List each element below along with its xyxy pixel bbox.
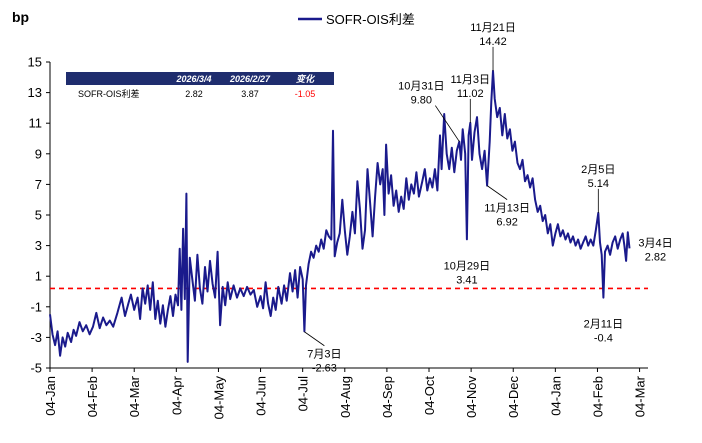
y-tick-label: 9 (35, 146, 42, 161)
annotation-label: 10月31日 (398, 81, 444, 93)
x-tick-label: 04-May (211, 376, 226, 420)
x-axis-ticks: 04-Jan 04-Feb 04-Mar 04-Apr 04-May 04-Jun 04-J… (43, 368, 648, 419)
table-row-label: SOFR-OIS利差 (78, 88, 140, 99)
y-tick-label: -1 (30, 299, 42, 314)
y-tick-label: 7 (35, 177, 42, 192)
annotation-label: -0.4 (594, 333, 613, 345)
x-tick-label: 04-Oct (422, 376, 437, 415)
y-unit-label: bp (12, 9, 29, 25)
axes (49, 62, 648, 369)
annotation-label: 3月4日 (638, 237, 672, 249)
table-cell-change: -1.05 (295, 89, 316, 99)
annotation-label: 3.41 (456, 274, 477, 286)
x-tick-label: 04-Dec (506, 376, 521, 418)
series-line-sofr-ois (49, 69, 631, 363)
x-tick-label: 04-Apr (169, 375, 184, 415)
annotation-label: 11月21日 (470, 22, 516, 34)
x-tick-label: 04-Jan (43, 376, 58, 416)
summary-table-header (66, 72, 334, 85)
x-tick-label: 04-Feb (85, 376, 100, 417)
y-tick-label: 5 (35, 208, 42, 223)
table-header-date2: 2026/2/27 (229, 74, 271, 84)
table-cell-value2: 3.87 (241, 89, 259, 99)
annotation-label: 14.42 (479, 36, 507, 48)
y-tick-label: 13 (28, 85, 42, 100)
table-header-date1: 2026/3/4 (175, 74, 211, 84)
table-header-change: 变化 (296, 74, 316, 84)
y-tick-label: 3 (35, 238, 42, 253)
annotation-label: 11月3日 (451, 74, 491, 86)
annotations: 7月3日 -2.63 10月29日 3.41 10月31日 9.80 11月3日 11.02 1… (304, 22, 673, 375)
y-tick-label: -3 (30, 330, 42, 345)
annotation-label: 9.80 (411, 95, 432, 107)
annotation-label: 2.82 (645, 251, 666, 263)
annotation-label: 7月3日 (307, 349, 341, 361)
y-tick-label: 11 (29, 116, 43, 131)
table-cell-value1: 2.82 (185, 89, 203, 99)
annotation-label: 5.14 (588, 178, 609, 190)
x-tick-label: 04-Nov (464, 376, 479, 418)
x-tick-label: 04-Mar (127, 375, 142, 417)
annotation-label: 10月29日 (444, 260, 490, 272)
annotation-leader (435, 105, 460, 142)
annotation-leader (486, 185, 508, 200)
y-tick-label: 1 (35, 269, 42, 284)
x-tick-label: 04-Sep (380, 376, 395, 418)
annotation-label: 2月5日 (581, 164, 615, 176)
x-tick-label: 04-Jun (254, 376, 269, 416)
y-tick-label: -5 (30, 361, 42, 376)
x-tick-label: 04-Aug (338, 376, 353, 418)
legend-label: SOFR-OIS利差 (326, 12, 415, 27)
x-tick-label: 04-Mar (633, 375, 648, 417)
y-tick-label: 15 (28, 55, 42, 70)
annotation-label: 11.02 (457, 88, 484, 100)
annotation-label: 6.92 (496, 217, 517, 229)
annotation-label: -2.63 (312, 363, 337, 375)
annotation-label: 2月11日 (584, 319, 624, 331)
x-tick-label: 04-Jan (548, 376, 563, 416)
annotation-leader (304, 331, 325, 347)
annotation-label: 11月13日 (484, 203, 530, 215)
legend: SOFR-OIS利差 (298, 12, 415, 27)
x-tick-label: 04-Feb (590, 376, 605, 417)
summary-table: 2026/3/4 2026/2/27 变化 SOFR-OIS利差 2.82 3.… (66, 72, 334, 99)
x-tick-label: 04-Jul (296, 376, 311, 412)
